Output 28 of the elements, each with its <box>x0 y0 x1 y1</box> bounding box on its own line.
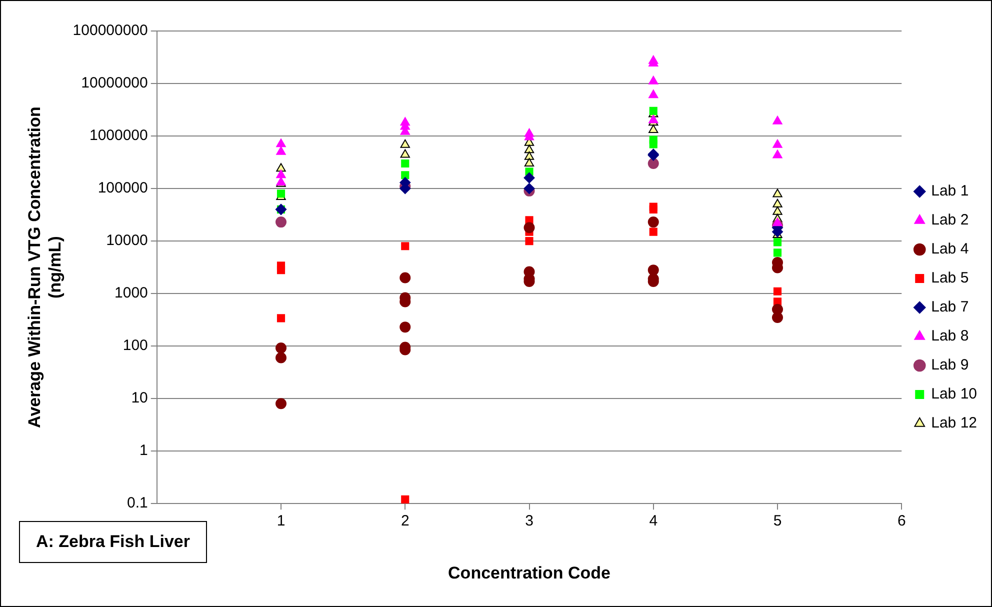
x-axis-title: Concentration Code <box>448 563 610 582</box>
legend-label: Lab 9 <box>931 356 969 374</box>
legend-label: Lab 7 <box>931 298 969 316</box>
y-tick-label: 10000000 <box>81 74 148 92</box>
x-tick-label: 5 <box>773 512 782 530</box>
y-tick-label: 10000 <box>106 232 148 250</box>
y-tick-label: 1000 <box>114 284 148 302</box>
y-tick-label: 10 <box>131 390 148 407</box>
y-tick-label: 100000 <box>98 180 148 197</box>
x-tick-label: 6 <box>897 512 906 530</box>
y-tick-label: 0.1 <box>127 494 148 512</box>
y-axis-title: Average Within-Run VTG Concentration (ng/mL) <box>24 106 64 428</box>
y-tick-label: 1 <box>140 442 148 460</box>
y-tick-label: 1000000 <box>89 127 148 144</box>
legend-label: Lab 10 <box>931 386 978 403</box>
legend-label: Lab 12 <box>931 414 978 432</box>
x-tick-label: 4 <box>649 512 658 530</box>
legend-label: Lab 5 <box>931 270 969 287</box>
y-tick-label: 100 <box>122 337 148 354</box>
legend-label: Lab 4 <box>931 240 969 258</box>
legend-label: Lab 1 <box>931 182 969 200</box>
legend-label: Lab 2 <box>931 212 969 229</box>
x-tick-label: 2 <box>400 512 410 530</box>
x-tick-label: 3 <box>525 512 534 530</box>
x-tick-label: 1 <box>276 512 286 530</box>
y-tick-label: 100000000 <box>72 22 148 40</box>
legend-label: Lab 8 <box>931 328 969 345</box>
text: A: Zebra Fish Liver <box>19 521 207 563</box>
